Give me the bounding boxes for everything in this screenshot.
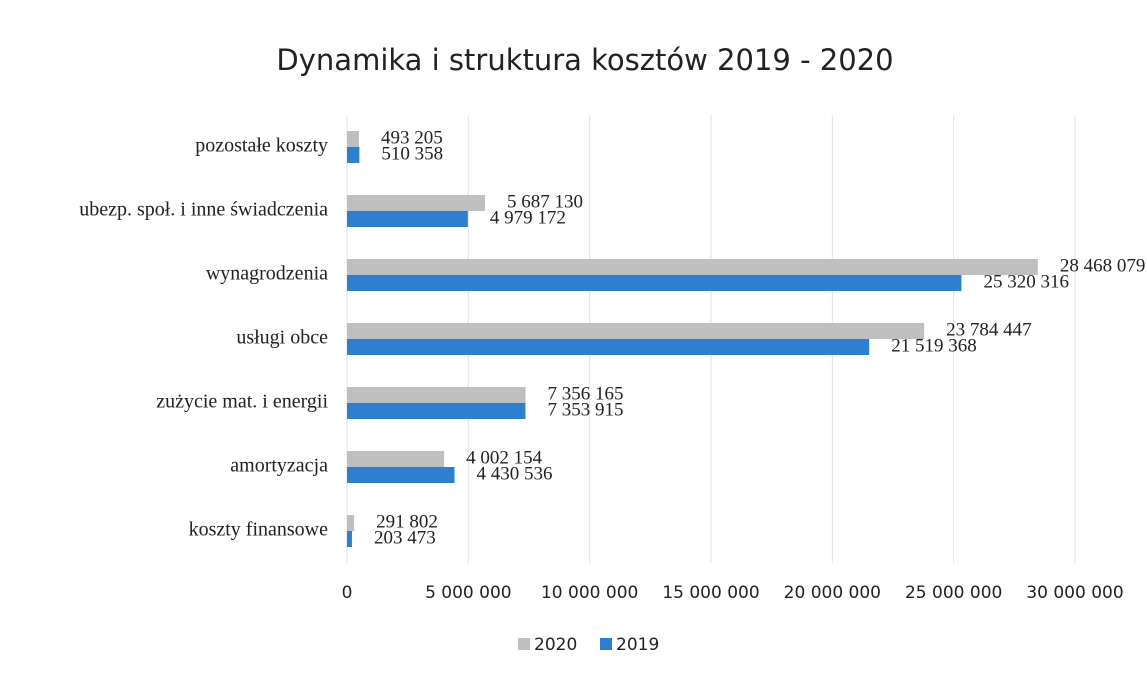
y-tick-label: ubezp. społ. i inne świadczenia: [79, 199, 328, 221]
chart-title: Dynamika i struktura kosztów 2019 - 2020: [276, 43, 893, 77]
x-tick-label: 30 000 000: [1026, 583, 1123, 603]
value-label: 25 320 316: [983, 271, 1069, 292]
legend-label: 2020: [534, 635, 577, 655]
y-tick-label: pozostałe koszty: [195, 135, 328, 157]
bar: [347, 259, 1038, 275]
value-label: 4 430 536: [477, 463, 553, 484]
y-tick-label: zużycie mat. i energii: [156, 391, 328, 413]
legend-swatch: [518, 638, 530, 650]
bar: [347, 403, 526, 419]
value-label: 291 802: [376, 511, 438, 532]
y-tick-label: amortyzacja: [230, 455, 328, 477]
value-label: 23 784 447: [946, 319, 1031, 340]
value-label: 493 205: [381, 127, 443, 148]
value-label: 510 358: [381, 143, 443, 164]
bar: [347, 515, 355, 531]
legend-label: 2019: [616, 635, 659, 655]
y-tick-label: koszty finansowe: [189, 519, 329, 541]
value-label: 4 979 172: [490, 207, 566, 228]
x-tick-label: 15 000 000: [662, 583, 759, 603]
bar: [347, 323, 925, 339]
value-label: 7 353 915: [547, 399, 623, 420]
x-tick-label: 10 000 000: [541, 583, 638, 603]
x-tick-label: 5 000 000: [425, 583, 512, 603]
bar: [347, 211, 468, 227]
value-label: 203 473: [374, 527, 436, 548]
legend-swatch: [600, 638, 612, 650]
bar: [347, 339, 870, 355]
bar: [347, 131, 359, 147]
bar: [347, 451, 445, 467]
bar: [347, 467, 455, 483]
bar: [347, 387, 526, 403]
value-label: 7 356 165: [548, 383, 624, 404]
x-tick-label: 20 000 000: [784, 583, 881, 603]
value-label: 28 468 079: [1060, 255, 1146, 276]
value-label: 4 002 154: [466, 447, 542, 468]
y-tick-label: wynagrodzenia: [206, 263, 328, 285]
x-tick-label: 25 000 000: [905, 583, 1002, 603]
bar: [347, 275, 962, 291]
y-tick-label: usługi obce: [236, 327, 328, 349]
x-tick-label: 0: [342, 583, 353, 603]
bar: [347, 195, 486, 211]
bar: [347, 147, 360, 163]
value-label: 21 519 368: [891, 335, 977, 356]
bar: [347, 531, 352, 547]
value-label: 5 687 130: [507, 191, 583, 212]
